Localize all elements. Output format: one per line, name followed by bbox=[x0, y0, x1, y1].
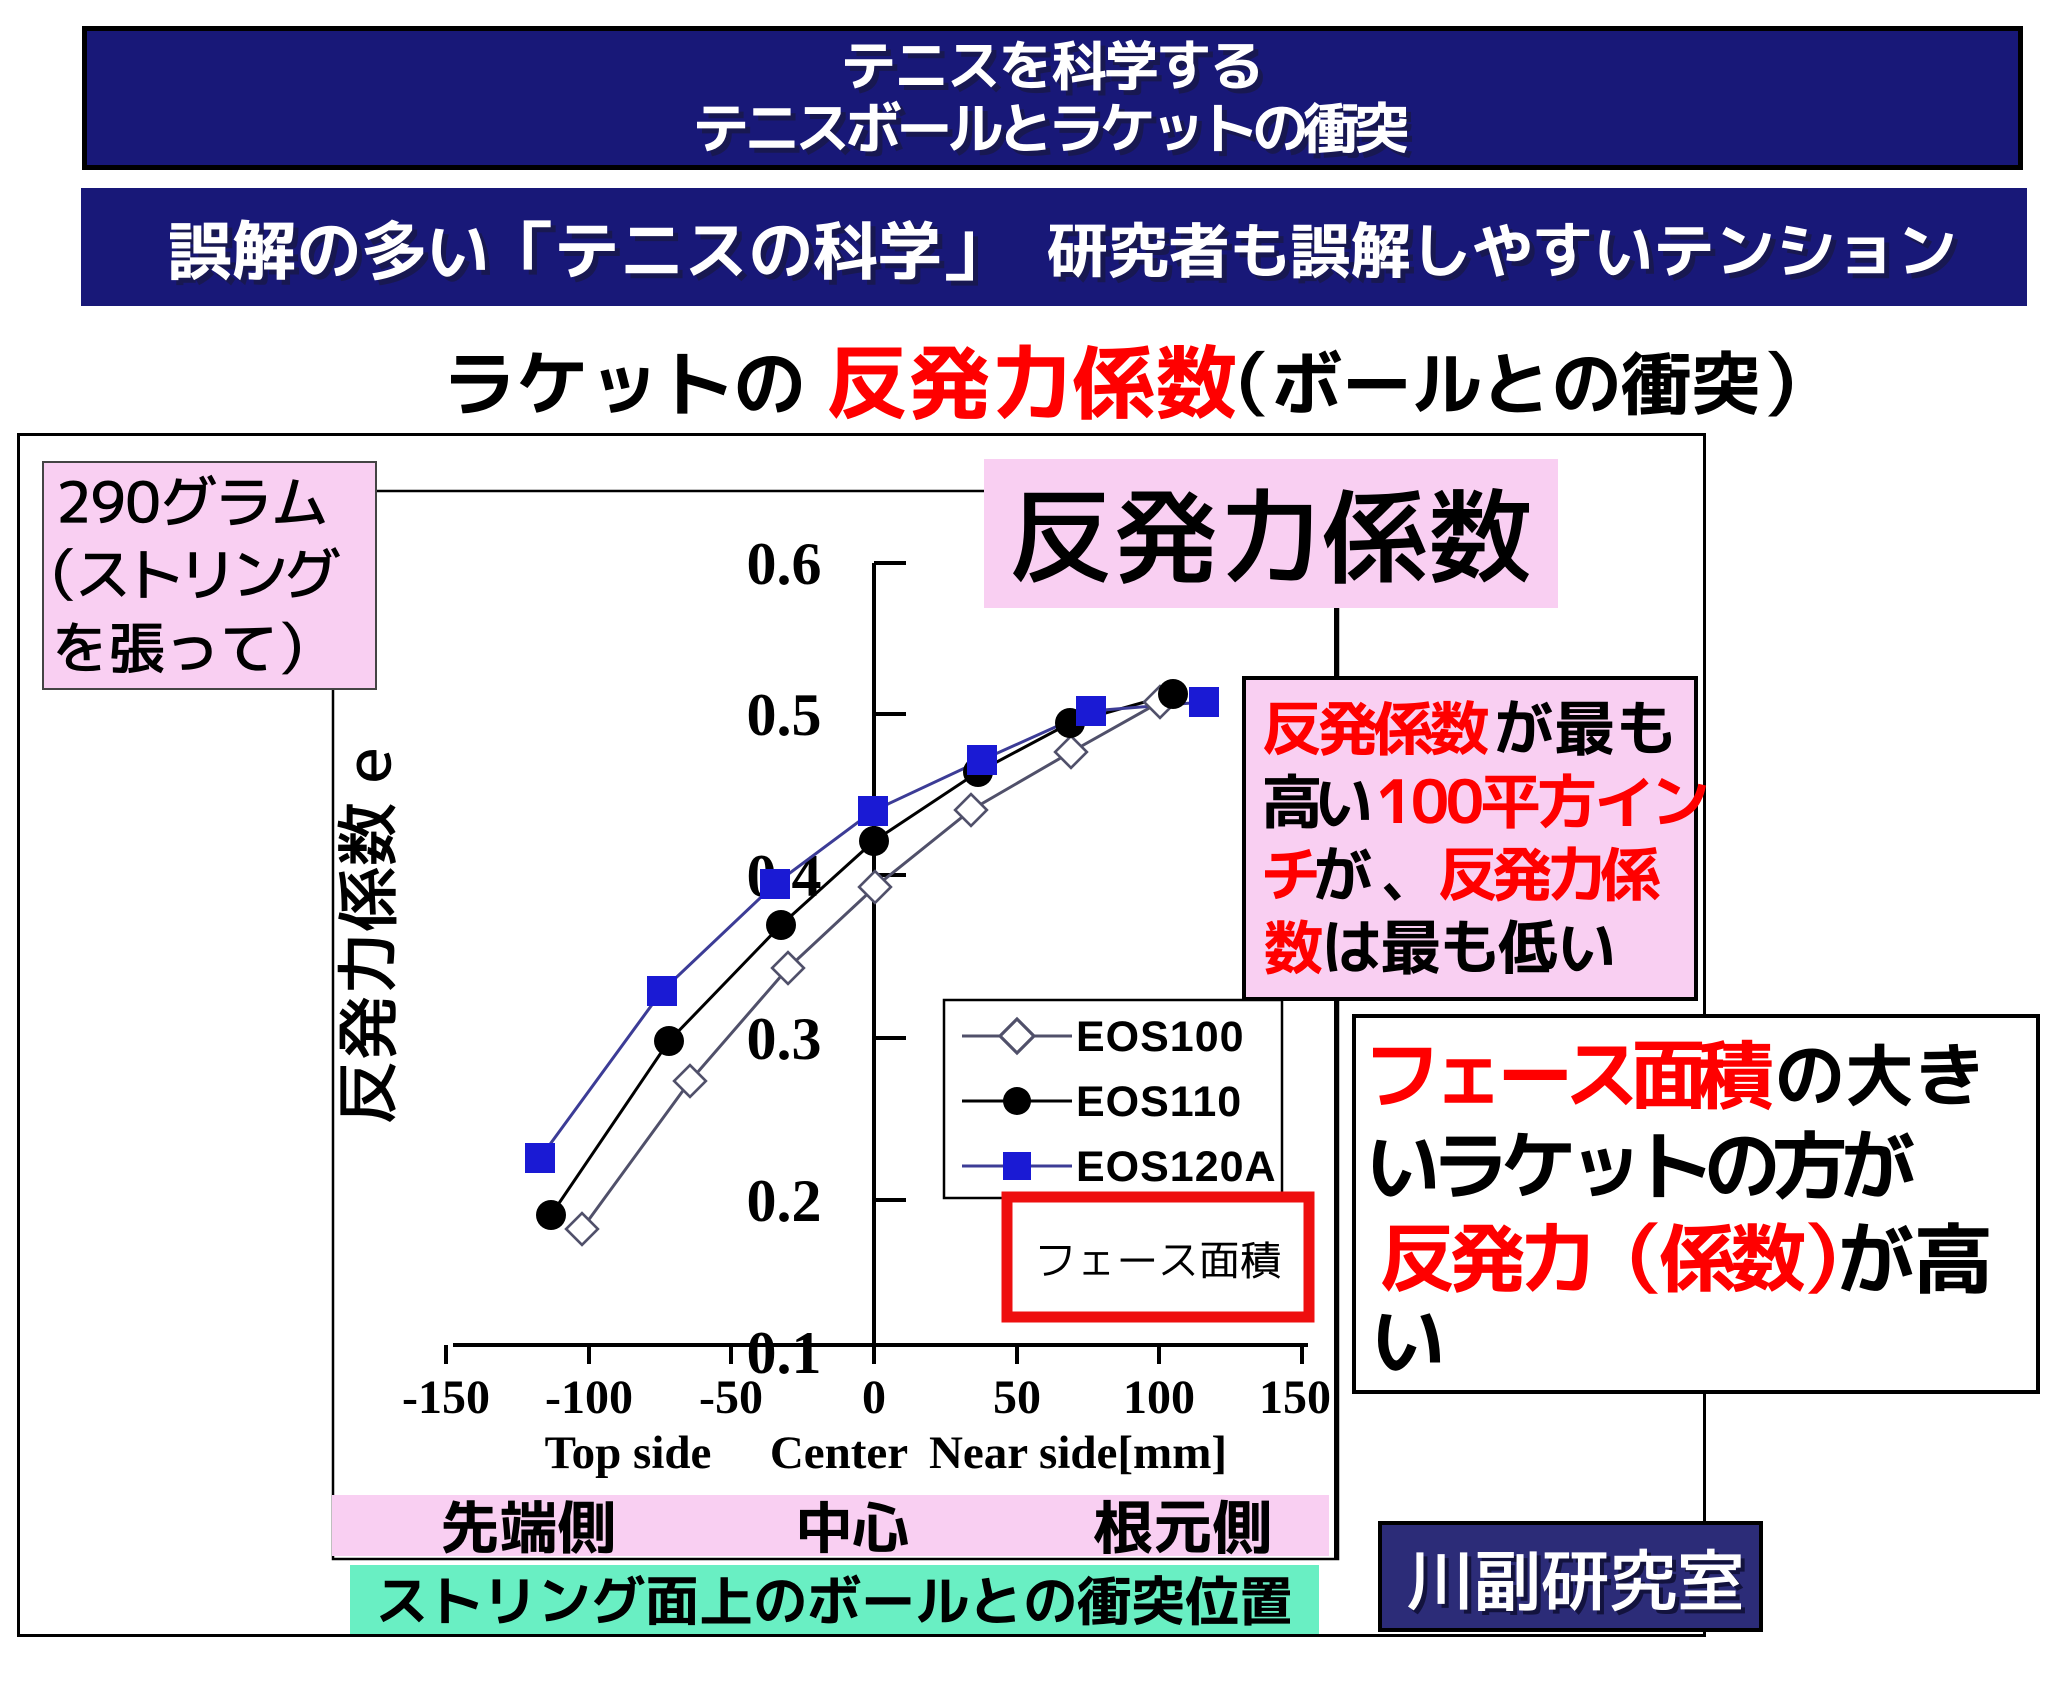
svg-text:-100: -100 bbox=[545, 1371, 633, 1424]
svg-text:Near side[mm]: Near side[mm] bbox=[929, 1427, 1227, 1479]
svg-text:0.5: 0.5 bbox=[747, 682, 822, 748]
svg-text:-50: -50 bbox=[699, 1371, 763, 1424]
svg-text:50: 50 bbox=[993, 1371, 1041, 1424]
svg-text:EOS120A: EOS120A bbox=[1076, 1143, 1277, 1191]
svg-text:0.2: 0.2 bbox=[747, 1168, 822, 1234]
svg-text:EOS110: EOS110 bbox=[1076, 1078, 1242, 1126]
svg-text:Center: Center bbox=[770, 1427, 908, 1479]
svg-text:0.3: 0.3 bbox=[747, 1006, 822, 1072]
svg-text:-150: -150 bbox=[402, 1371, 490, 1424]
svg-text:0: 0 bbox=[862, 1371, 886, 1424]
svg-text:100: 100 bbox=[1123, 1371, 1195, 1424]
svg-text:EOS100: EOS100 bbox=[1076, 1013, 1245, 1061]
svg-text:150: 150 bbox=[1259, 1371, 1331, 1424]
svg-text:Top side: Top side bbox=[545, 1427, 712, 1479]
svg-text:0.1: 0.1 bbox=[747, 1320, 822, 1386]
svg-text:0.6: 0.6 bbox=[747, 531, 822, 597]
